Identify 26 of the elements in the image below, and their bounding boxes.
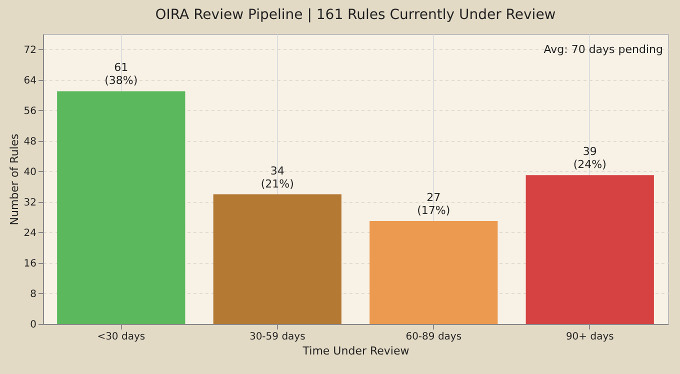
bar xyxy=(213,194,342,324)
x-tick-label: 30-59 days xyxy=(249,332,306,342)
y-tick-label: 48 xyxy=(24,136,36,148)
bar xyxy=(526,175,654,324)
data-label: 27 (17%) xyxy=(417,190,450,217)
y-tick-label: 56 xyxy=(24,106,36,117)
annotation: Avg: 70 days pending xyxy=(544,43,663,56)
y-tick-label: 16 xyxy=(24,258,36,270)
y-tick-label: 72 xyxy=(24,44,36,56)
bar xyxy=(57,91,186,324)
y-tick-label: 32 xyxy=(24,197,36,208)
data-label: 39 (24%) xyxy=(573,145,606,172)
y-tick-label: 64 xyxy=(24,75,36,86)
y-tick-label: 40 xyxy=(24,166,36,178)
y-tick-label: 0 xyxy=(30,320,36,330)
y-tick-label: 24 xyxy=(24,228,36,239)
x-tick-label: <30 days xyxy=(97,332,146,342)
data-label: 34 (21%) xyxy=(260,164,294,190)
bar xyxy=(370,220,498,324)
x-axis-title: Time Under Review xyxy=(302,344,410,358)
chart-title: OIRA Review Pipeline | 161 Rules Currently Under Review xyxy=(155,7,556,23)
y-tick-label: 8 xyxy=(30,288,36,300)
x-tick-label: 60-89 days xyxy=(406,332,462,342)
y-axis-title: Number of Rules xyxy=(8,134,21,226)
data-label: 61 (38%) xyxy=(104,61,138,88)
x-tick-label: 90+ days xyxy=(566,332,614,342)
